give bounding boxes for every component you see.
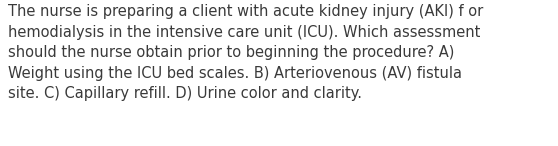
Text: The nurse is preparing a client with acute kidney injury (AKI) f or
hemodialysis: The nurse is preparing a client with acu… bbox=[8, 4, 484, 101]
